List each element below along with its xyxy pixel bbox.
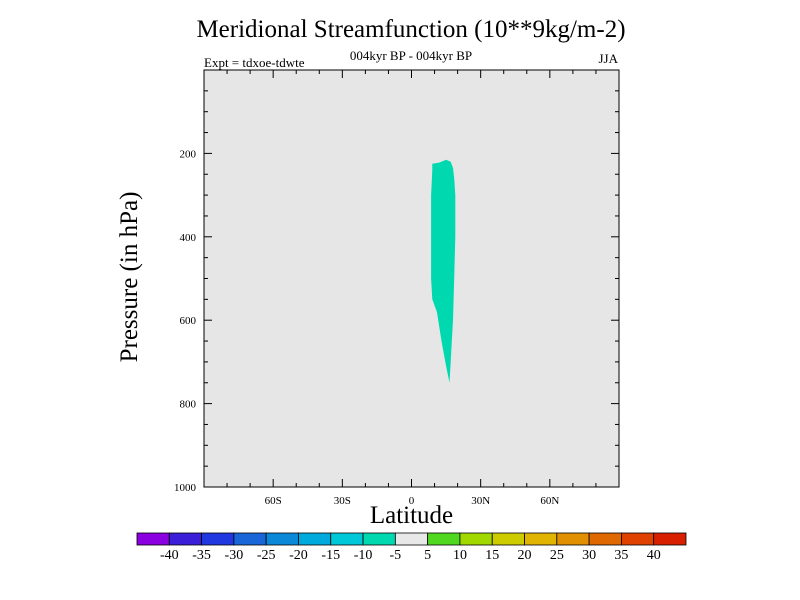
x-axis-label: Latitude	[369, 502, 454, 529]
x-tick-label: 30S	[334, 495, 351, 507]
colorbar-label: -30	[225, 548, 244, 563]
colorbar-label: -20	[289, 548, 308, 563]
y-tick-label: 800	[180, 399, 197, 411]
colorbar-label: 30	[582, 548, 596, 563]
colorbar-box	[524, 532, 558, 546]
y-tick-label: 600	[180, 315, 197, 327]
contour-fill-region	[431, 159, 456, 383]
x-tick-label: 60S	[265, 495, 282, 507]
colorbar-label: -35	[192, 548, 211, 563]
y-axis-label: Pressure (in hPa)	[116, 191, 143, 363]
x-tick-label: 60N	[540, 495, 559, 507]
colorbar-label: -15	[321, 548, 340, 563]
colorbar-box	[491, 532, 525, 546]
colorbar-label: -10	[354, 548, 373, 563]
colorbar-label: -5	[390, 548, 402, 563]
colorbar-box	[653, 532, 687, 546]
colorbar-box	[233, 532, 267, 546]
colorbar-label: -25	[257, 548, 276, 563]
colorbar-box	[265, 532, 299, 546]
colorbar-label: 5	[424, 548, 431, 563]
y-tick-label: 400	[180, 232, 197, 244]
colorbar-box	[556, 532, 590, 546]
chart-title: Meridional Streamfunction (10**9kg/m-2)	[196, 16, 626, 43]
plot-background	[204, 70, 619, 487]
y-tick-label: 200	[180, 148, 197, 160]
colorbar-label: 10	[453, 548, 467, 563]
x-tick-label: 30N	[471, 495, 490, 507]
chart-subtitle: 004kyr BP - 004kyr BP	[349, 48, 473, 63]
experiment-label: Expt = tdxoe-tdwte	[204, 55, 305, 70]
colorbar-box	[394, 532, 429, 546]
colorbar-box	[621, 532, 655, 546]
colorbar-label: -40	[160, 548, 179, 563]
colorbar-label: 25	[550, 548, 564, 563]
x-tick-label: 0	[409, 495, 415, 507]
colorbar-box	[362, 532, 396, 546]
colorbar-box	[427, 532, 461, 546]
colorbar-box	[201, 532, 235, 546]
colorbar-box	[459, 532, 493, 546]
y-tick-label: 1000	[174, 482, 197, 494]
colorbar-label: 15	[485, 548, 499, 563]
colorbar-box	[136, 532, 170, 546]
colorbar-box	[330, 532, 364, 546]
colorbar-box	[298, 532, 332, 546]
colorbar-label: 35	[614, 548, 628, 563]
colorbar-label: 40	[647, 548, 661, 563]
colorbar-box	[588, 532, 622, 546]
colorbar-label: 20	[518, 548, 532, 563]
season-label: JJA	[598, 51, 618, 66]
colorbar-box	[168, 532, 202, 546]
